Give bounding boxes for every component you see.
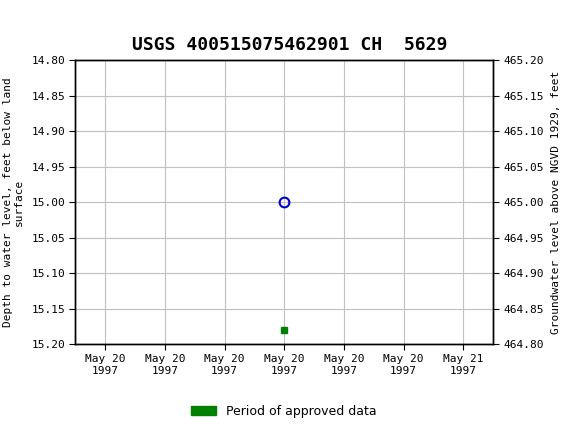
Text: USGS 400515075462901 CH  5629: USGS 400515075462901 CH 5629	[132, 36, 448, 54]
Text: USGS: USGS	[17, 14, 72, 31]
Text: ≈: ≈	[3, 12, 21, 33]
Y-axis label: Depth to water level, feet below land
surface: Depth to water level, feet below land su…	[3, 77, 24, 327]
Legend: Period of approved data: Period of approved data	[186, 400, 382, 423]
Y-axis label: Groundwater level above NGVD 1929, feet: Groundwater level above NGVD 1929, feet	[551, 71, 561, 334]
